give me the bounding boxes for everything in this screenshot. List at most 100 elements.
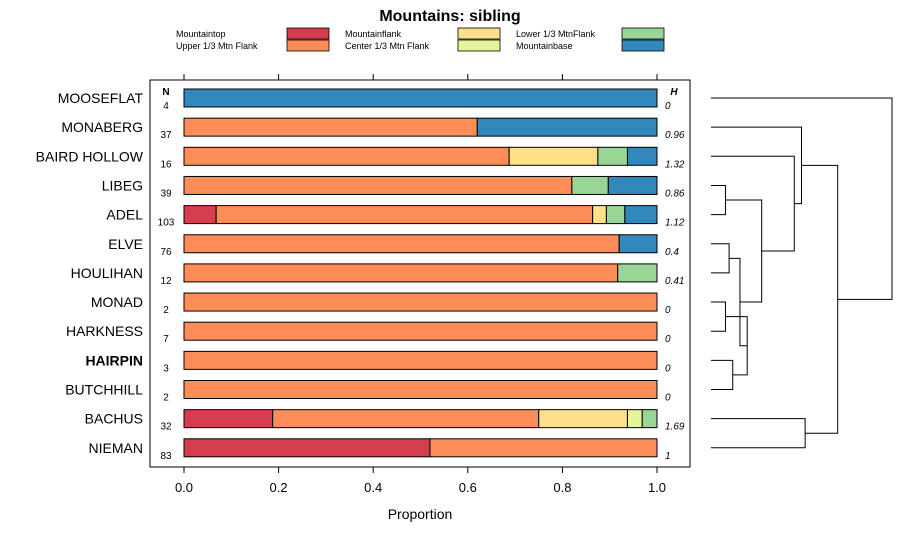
row-label-libeg: LIBEG	[102, 177, 143, 193]
bar-nieman-mountaintop	[183, 438, 431, 458]
h-value-libeg: 0.86	[665, 188, 685, 199]
bar-bachus-center-1-3-mtn-flank	[626, 409, 643, 429]
h-value-elve: 0.4	[665, 247, 679, 258]
row-label-nieman: NIEMAN	[89, 440, 143, 456]
legend: Mountaintop Upper 1/3 Mtn Flank Mountainfl…	[176, 27, 665, 52]
row-label-elve: ELVE	[108, 236, 143, 252]
dendro-link-monaberg-group	[711, 126, 802, 205]
h-value-monaberg: 0.96	[665, 130, 685, 141]
bar-elve-mountainbase	[618, 234, 658, 254]
bar-elve-upper-1-3-mtn-flank	[183, 234, 620, 254]
legend-swatch-mountainbase	[621, 39, 665, 52]
dendro-link-upper-lower	[801, 164, 839, 434]
legend-swatch-mountaintop	[286, 27, 330, 40]
legend-label-lower-1-3-mtnflank: Lower 1/3 MtnFlank	[516, 29, 596, 39]
row-label-hairpin: HAIRPIN	[85, 352, 143, 368]
row-label-baird-hollow: BAIRD HOLLOW	[36, 148, 144, 164]
bar-monaberg-upper-1-3-mtn-flank	[183, 117, 478, 137]
n-value-adel: 103	[158, 218, 175, 229]
bar-adel-mountainbase	[624, 205, 658, 225]
dendro-link-bachus-nieman	[711, 418, 806, 449]
bar-butchhill-upper-1-3-mtn-flank	[183, 380, 658, 399]
chart-title: Mountains: sibling	[379, 8, 520, 25]
bar-libeg-upper-1-3-mtn-flank	[183, 175, 573, 195]
n-value-houlihan: 12	[160, 276, 172, 287]
legend-swatch-center-1-3-mtn-flank	[457, 39, 501, 52]
bar-mooseflat-mountainbase	[183, 88, 658, 108]
row-label-monad: MONAD	[91, 294, 143, 310]
bar-baird-hollow-mountainbase	[626, 146, 658, 166]
legend-label-mountainbase: Mountainbase	[516, 41, 573, 51]
bar-baird-hollow-mountainflank	[508, 146, 599, 166]
bar-adel-mountainflank	[592, 205, 607, 225]
dendro-link-monad-harkness	[711, 301, 726, 332]
n-column-header: N	[162, 87, 169, 98]
legend-swatch-upper-1-3-mtn-flank	[286, 39, 330, 52]
bar-baird-hollow-lower-1-3-mtnflank	[597, 146, 628, 166]
dendro-link-libeg-adel	[711, 184, 726, 216]
row-label-harkness: HARKNESS	[66, 323, 143, 339]
h-value-monad: 0	[665, 305, 671, 316]
h-column-header: H	[670, 87, 678, 98]
bar-bachus-upper-1-3-mtn-flank	[272, 409, 540, 429]
bar-libeg-lower-1-3-mtnflank	[571, 175, 609, 195]
row-label-bachus: BACHUS	[85, 411, 143, 427]
h-value-mooseflat: 0	[665, 101, 671, 112]
x-tick-label: 0.2	[270, 480, 288, 495]
h-value-nieman: 1	[665, 451, 671, 462]
h-value-baird-hollow: 1.32	[665, 159, 685, 170]
dendrogram	[711, 97, 893, 449]
dendro-link-elve-houlihan	[711, 243, 730, 274]
bars-group	[183, 88, 658, 458]
n-value-elve: 76	[160, 247, 172, 258]
h-value-hairpin: 0	[665, 363, 671, 374]
bar-bachus-mountainflank	[538, 409, 628, 429]
h-value-houlihan: 0.41	[665, 276, 684, 287]
bar-adel-lower-1-3-mtnflank	[605, 205, 626, 225]
n-value-baird-hollow: 16	[160, 159, 172, 170]
bar-adel-upper-1-3-mtn-flank	[215, 205, 594, 225]
n-value-hairpin: 3	[163, 363, 169, 374]
x-tick-label: 0.0	[175, 480, 193, 495]
bar-baird-hollow-upper-1-3-mtn-flank	[183, 146, 510, 166]
bar-adel-mountaintop	[183, 205, 217, 225]
bar-libeg-mountainbase	[607, 175, 658, 195]
x-tick-label: 0.4	[364, 480, 382, 495]
bar-harkness-upper-1-3-mtn-flank	[183, 321, 658, 341]
legend-label-upper-1-3-mtn-flank: Upper 1/3 Mtn Flank	[176, 41, 258, 51]
n-value-monaberg: 37	[160, 130, 172, 141]
row-label-adel: ADEL	[106, 207, 143, 223]
dendro-link-root	[711, 97, 893, 300]
bar-houlihan-lower-1-3-mtnflank	[617, 263, 658, 283]
bar-bachus-mountaintop	[183, 409, 274, 429]
n-value-mooseflat: 4	[163, 101, 169, 112]
legend-label-mountainflank: Mountainflank	[345, 29, 402, 39]
bar-monaberg-mountainbase	[476, 117, 658, 137]
x-axis: 0.0 0.2 0.4 0.6 0.8 1.0	[175, 74, 666, 495]
x-axis-label: Proportion	[388, 506, 453, 522]
bar-nieman-upper-1-3-mtn-flank	[429, 438, 658, 458]
x-tick-label: 1.0	[648, 480, 666, 495]
bar-bachus-lower-1-3-mtnflank	[641, 409, 658, 429]
plot-frame	[149, 79, 691, 468]
h-value-bachus: 1.69	[665, 422, 685, 433]
n-value-monad: 2	[163, 305, 169, 316]
legend-swatch-lower-1-3-mtnflank	[621, 27, 665, 40]
legend-label-mountaintop: Mountaintop	[176, 29, 226, 39]
dendro-link-hairpin-butchhill	[711, 359, 734, 390]
n-value-harkness: 7	[163, 334, 169, 345]
row-label-monaberg: MONABERG	[61, 119, 143, 135]
bar-monad-upper-1-3-mtn-flank	[183, 292, 658, 312]
x-tick-label: 0.6	[459, 480, 477, 495]
dendro-link-libeg-group	[725, 199, 763, 303]
bar-houlihan-upper-1-3-mtn-flank	[183, 263, 619, 283]
x-tick-label: 0.8	[553, 480, 571, 495]
n-value-bachus: 32	[160, 422, 172, 433]
row-label-butchhill: BUTCHHILL	[65, 382, 143, 398]
dendro-link-baird-group	[711, 155, 795, 252]
legend-label-center-1-3-mtn-flank: Center 1/3 Mtn Flank	[345, 41, 430, 51]
n-value-libeg: 39	[160, 188, 172, 199]
h-value-harkness: 0	[665, 334, 671, 345]
